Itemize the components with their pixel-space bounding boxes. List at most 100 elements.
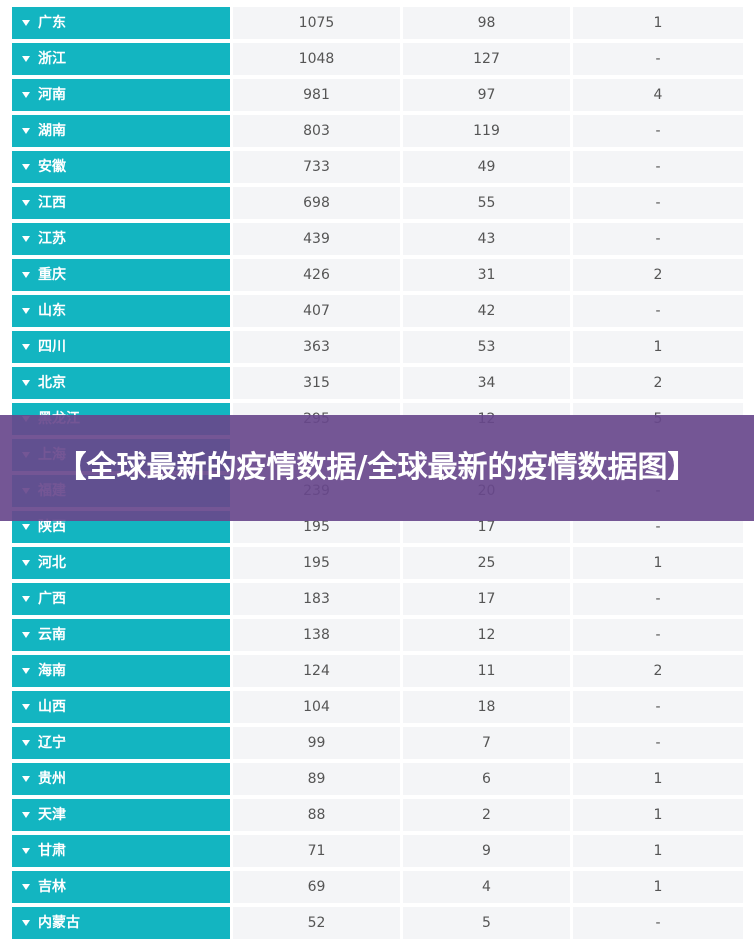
table-row: 安徽 733 49 - [0,150,754,186]
confirmed-cell: 52 [233,907,400,939]
confirmed-cell: 88 [233,799,400,831]
table-row: 北京 315 34 2 [0,366,754,402]
province-toggle[interactable]: 吉林 [12,871,230,903]
province-toggle[interactable]: 辽宁 [12,727,230,759]
province-name: 山西 [38,699,66,715]
caret-down-icon [22,920,30,926]
caret-down-icon [22,56,30,62]
province-name: 河南 [38,87,66,103]
recovered-cell: 2 [403,799,570,831]
caret-down-icon [22,200,30,206]
confirmed-cell: 138 [233,619,400,651]
province-toggle[interactable]: 甘肃 [12,835,230,867]
confirmed-cell: 1075 [233,7,400,39]
province-name: 辽宁 [38,735,66,751]
province-toggle[interactable]: 江西 [12,187,230,219]
province-name: 陕西 [38,519,66,535]
deaths-cell: - [573,43,743,75]
confirmed-cell: 698 [233,187,400,219]
province-toggle[interactable]: 重庆 [12,259,230,291]
caret-down-icon [22,740,30,746]
recovered-cell: 53 [403,331,570,363]
deaths-cell: 1 [573,835,743,867]
caret-down-icon [22,560,30,566]
table-row: 江西 698 55 - [0,186,754,222]
caret-down-icon [22,272,30,278]
deaths-cell: 2 [573,259,743,291]
deaths-cell: 1 [573,547,743,579]
province-toggle[interactable]: 山东 [12,295,230,327]
caret-down-icon [22,596,30,602]
caret-down-icon [22,704,30,710]
recovered-cell: 5 [403,907,570,939]
deaths-cell: 1 [573,871,743,903]
province-toggle[interactable]: 天津 [12,799,230,831]
deaths-cell: 1 [573,799,743,831]
caret-down-icon [22,20,30,26]
province-toggle[interactable]: 贵州 [12,763,230,795]
province-toggle[interactable]: 广西 [12,583,230,615]
caret-down-icon [22,632,30,638]
province-toggle[interactable]: 广东 [12,7,230,39]
province-toggle[interactable]: 安徽 [12,151,230,183]
confirmed-cell: 104 [233,691,400,723]
province-toggle[interactable]: 内蒙古 [12,907,230,939]
recovered-cell: 55 [403,187,570,219]
recovered-cell: 49 [403,151,570,183]
table-row: 广西 183 17 - [0,582,754,618]
deaths-cell: - [573,583,743,615]
caret-down-icon [22,848,30,854]
province-toggle[interactable]: 湖南 [12,115,230,147]
deaths-cell: - [573,187,743,219]
province-name: 江苏 [38,231,66,247]
province-toggle[interactable]: 浙江 [12,43,230,75]
province-toggle[interactable]: 北京 [12,367,230,399]
deaths-cell: - [573,907,743,939]
table-row: 云南 138 12 - [0,618,754,654]
deaths-cell: - [573,619,743,651]
province-name: 湖南 [38,123,66,139]
province-toggle[interactable]: 海南 [12,655,230,687]
recovered-cell: 17 [403,583,570,615]
table-row: 天津 88 2 1 [0,798,754,834]
province-name: 浙江 [38,51,66,67]
table-row: 广东 1075 98 1 [0,6,754,42]
table-row: 四川 363 53 1 [0,330,754,366]
province-name: 内蒙古 [38,915,80,931]
table-row: 江苏 439 43 - [0,222,754,258]
table-row: 甘肃 71 9 1 [0,834,754,870]
province-name: 安徽 [38,159,66,175]
recovered-cell: 98 [403,7,570,39]
province-name: 四川 [38,339,66,355]
province-toggle[interactable]: 云南 [12,619,230,651]
deaths-cell: 4 [573,79,743,111]
province-toggle[interactable]: 江苏 [12,223,230,255]
province-toggle[interactable]: 河北 [12,547,230,579]
confirmed-cell: 1048 [233,43,400,75]
confirmed-cell: 124 [233,655,400,687]
confirmed-cell: 69 [233,871,400,903]
confirmed-cell: 195 [233,547,400,579]
confirmed-cell: 99 [233,727,400,759]
recovered-cell: 31 [403,259,570,291]
deaths-cell: 1 [573,331,743,363]
confirmed-cell: 89 [233,763,400,795]
confirmed-cell: 426 [233,259,400,291]
province-name: 甘肃 [38,843,66,859]
province-toggle[interactable]: 四川 [12,331,230,363]
confirmed-cell: 71 [233,835,400,867]
caret-down-icon [22,884,30,890]
table-row: 河南 981 97 4 [0,78,754,114]
recovered-cell: 4 [403,871,570,903]
caret-down-icon [22,776,30,782]
recovered-cell: 11 [403,655,570,687]
confirmed-cell: 407 [233,295,400,327]
deaths-cell: - [573,727,743,759]
confirmed-cell: 803 [233,115,400,147]
province-toggle[interactable]: 河南 [12,79,230,111]
recovered-cell: 18 [403,691,570,723]
caret-down-icon [22,128,30,134]
table-row: 辽宁 99 7 - [0,726,754,762]
province-toggle[interactable]: 山西 [12,691,230,723]
province-name: 吉林 [38,879,66,895]
